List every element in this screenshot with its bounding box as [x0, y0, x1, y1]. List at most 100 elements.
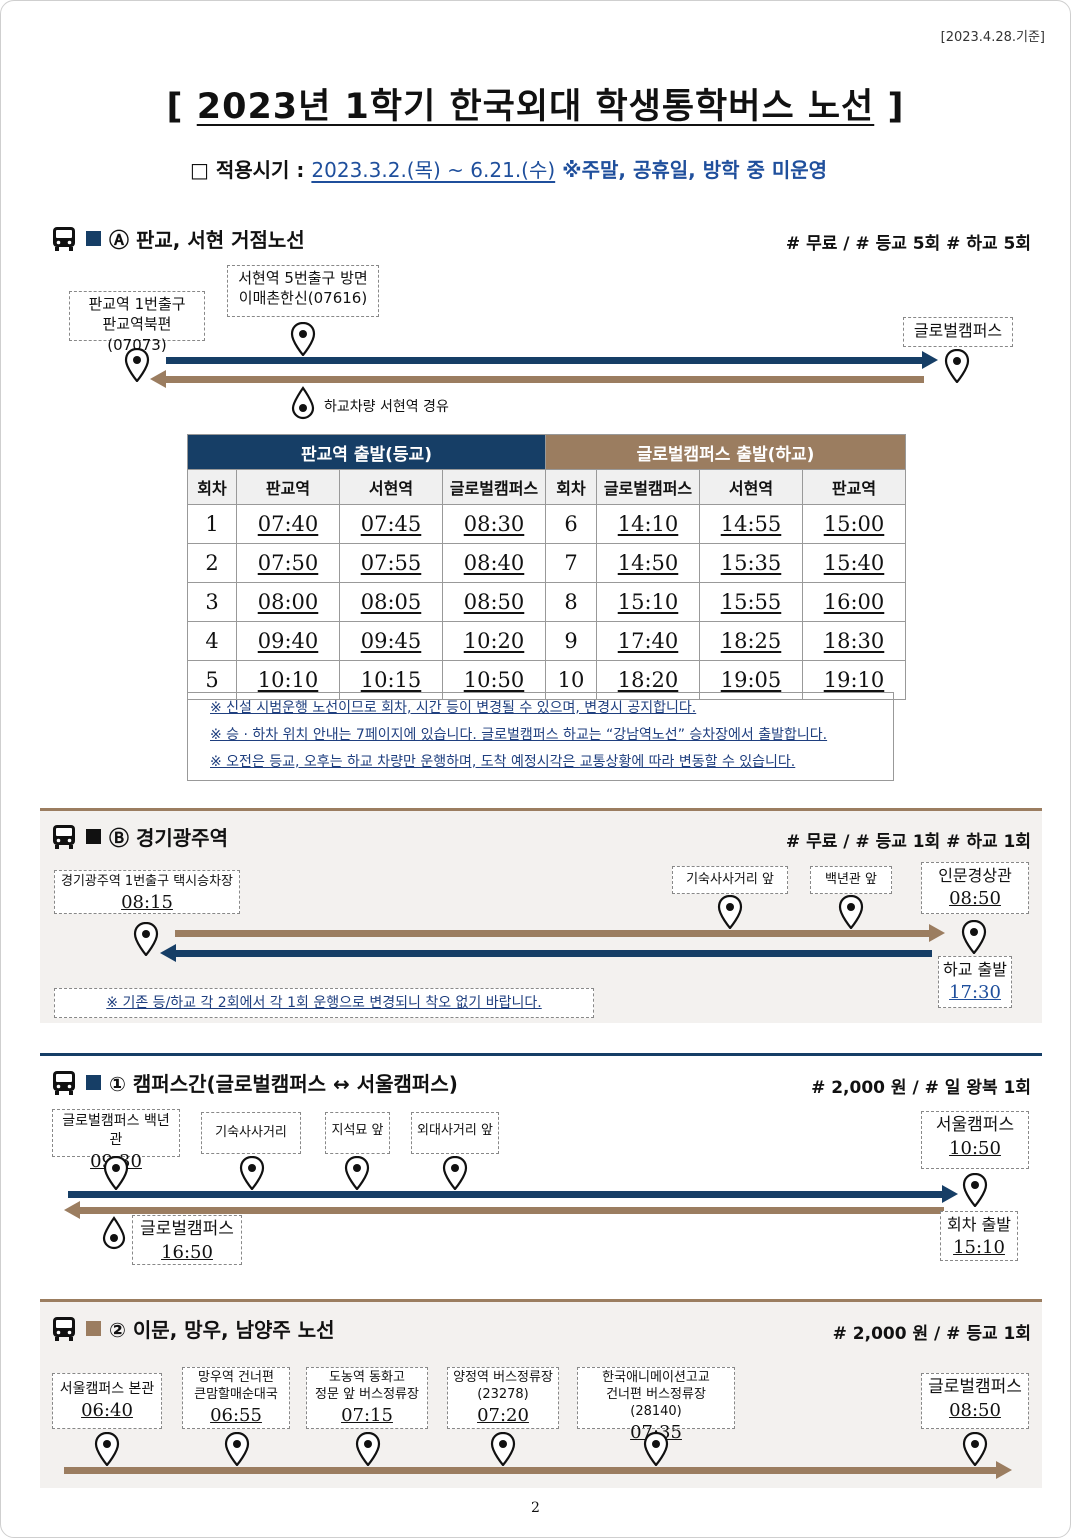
cell: 08:50 — [442, 582, 546, 622]
stop-line1: 글로벌캠퍼스 — [140, 1219, 234, 1239]
route-a-notes: ※ 신설 시범운행 노선이므로 회차, 시간 등이 변경될 수 있으며, 변경시… — [187, 692, 894, 781]
cell: 15:00 — [802, 504, 906, 544]
route-b-stop-dorm: 기숙사사거리 앞 — [672, 866, 788, 894]
col-header: 회차 — [545, 469, 597, 505]
stop-line1: 글로벌캠퍼스 백년관 — [62, 1113, 170, 1148]
route-1-stop-dorm: 기숙사사거리 — [201, 1112, 301, 1154]
period-label: □ 적용시기 : — [190, 158, 305, 182]
col-header: 글로벌캠퍼스 — [596, 469, 700, 505]
stop-time: 08:50 — [949, 1399, 1001, 1421]
arrow-right-icon — [922, 351, 938, 369]
cell: 2 — [187, 543, 237, 583]
location-pin-icon — [961, 920, 987, 954]
location-pin-icon — [717, 895, 743, 929]
table-header-down: 글로벌캠퍼스 출발(하교) — [545, 434, 906, 470]
cell: 14:55 — [699, 504, 803, 544]
route-1-outbound-line — [68, 1191, 944, 1198]
location-pin-icon — [643, 1432, 669, 1466]
cell: 17:40 — [596, 621, 700, 661]
route-a-title: Ⓐ 판교, 서현 거점노선 — [109, 228, 305, 252]
page-title: [ 2023년 1학기 한국외대 학생통학버스 노선 ] — [0, 78, 1071, 129]
stop-line1: 양정역 버스정류장 — [453, 1370, 553, 1385]
table-header-up: 판교역 출발(등교) — [187, 434, 546, 470]
route-a-stop-seohyeon: 서현역 5번출구 방면 이매촌한신(07616) — [227, 265, 379, 317]
table-row: 2 07:50 07:55 08:40 7 14:50 15:35 15:40 — [187, 543, 906, 583]
title-bracket-open: [ — [166, 87, 184, 127]
return-label: 회차 출발 — [947, 1215, 1011, 1234]
bus-icon — [50, 225, 78, 253]
stop-line1: 서울캠퍼스 — [935, 1115, 1015, 1135]
col-header: 글로벌캠퍼스 — [442, 469, 546, 505]
route-2-outbound-line — [64, 1467, 998, 1474]
location-pin-icon — [224, 1432, 250, 1466]
apply-period: □ 적용시기 : 2023.3.2.(목) ~ 6.21.(수) ※주말, 공휴… — [190, 154, 827, 183]
cell: 15:55 — [699, 582, 803, 622]
stop-line1: 지석묘 앞 — [331, 1123, 384, 1138]
stop-line1: 백년관 앞 — [825, 872, 877, 887]
route-b-panel — [40, 808, 1042, 1023]
location-pin-icon — [133, 922, 159, 956]
location-pin-icon — [239, 1156, 265, 1190]
col-header: 회차 — [187, 469, 237, 505]
route-b-info: # 무료 / # 등교 1회 # 하교 1회 — [785, 832, 1031, 852]
route-b-return-departure: 하교 출발 17:30 — [938, 956, 1012, 1008]
cell: 16:00 — [802, 582, 906, 622]
route-2-stop-seoul: 서울캠퍼스 본관 06:40 — [52, 1373, 162, 1429]
cell: 15:40 — [802, 543, 906, 583]
stop-line2: (23278) — [477, 1386, 529, 1402]
stop-time: 07:20 — [477, 1404, 529, 1426]
table-row: 3 08:00 08:05 08:50 8 15:10 15:55 16:00 — [187, 582, 906, 622]
route-2-stop-global: 글로벌캠퍼스 08:50 — [921, 1373, 1029, 1429]
stop-line1: 한국애니메이션고교 — [602, 1370, 710, 1385]
route-2-stop-animation-school: 한국애니메이션고교 건너편 버스정류장(28140) 07:35 — [577, 1367, 735, 1443]
return-time: 17:30 — [949, 981, 1001, 1003]
cell: 9 — [545, 621, 597, 661]
cell: 08:00 — [236, 582, 340, 622]
stop-line1: 기숙사사거리 — [215, 1125, 287, 1140]
brown-square-icon — [86, 1321, 101, 1336]
stop-line1: 도농역 동화고 — [329, 1370, 405, 1385]
cell: 14:10 — [596, 504, 700, 544]
location-pin-icon — [442, 1156, 468, 1190]
cell: 18:30 — [802, 621, 906, 661]
cell: 10 — [545, 660, 597, 700]
cell: 09:40 — [236, 621, 340, 661]
arrow-right-icon — [929, 924, 945, 942]
note-line: ※ 승 · 하차 위치 안내는 7페이지에 있습니다. 글로벌캠퍼스 하교는 “… — [210, 727, 828, 743]
route-1-stop-global: 글로벌캠퍼스 백년관 09:30 — [52, 1109, 180, 1172]
route-1-divider — [40, 1053, 1042, 1056]
period-note: ※주말, 공휴일, 방학 중 미운영 — [562, 158, 828, 182]
route-a-header: Ⓐ 판교, 서현 거점노선 — [50, 224, 305, 253]
route-1-stop-jiseok: 지석묘 앞 — [325, 1112, 390, 1154]
col-header: 판교역 — [802, 469, 906, 505]
return-label: 하교 출발 — [943, 960, 1007, 979]
stop-line1: 외대사거리 앞 — [417, 1123, 493, 1138]
route-1-title: ① 캠퍼스간(글로벌캠퍼스 ↔ 서울캠퍼스) — [109, 1072, 458, 1096]
location-pin-icon — [962, 1432, 988, 1466]
location-pin-icon — [838, 895, 864, 929]
route-1-return-start: 회차 출발 15:10 — [940, 1211, 1018, 1261]
cell: 08:05 — [339, 582, 443, 622]
route-b-stop-inmun: 인문경상관 08:50 — [921, 862, 1029, 914]
note-line: ※ 신설 시범운행 노선이므로 회차, 시간 등이 변경될 수 있으며, 변경시… — [210, 700, 697, 716]
stop-time: 16:50 — [161, 1241, 213, 1263]
title-bracket-close: ] — [887, 87, 905, 127]
cell: 07:45 — [339, 504, 443, 544]
route-1-stop-oedae: 외대사거리 앞 — [411, 1112, 499, 1154]
cell: 1 — [187, 504, 237, 544]
stop-line2: 판교역북편(07073) — [102, 315, 172, 354]
stop-line1: 서현역 5번출구 방면 — [238, 269, 368, 287]
cell: 8 — [545, 582, 597, 622]
route-b-header: Ⓑ 경기광주역 — [50, 822, 228, 851]
arrow-left-icon — [160, 944, 176, 962]
stop-line1: 판교역 1번출구 — [88, 295, 186, 313]
route-a-stop-global: 글로벌캠퍼스 — [903, 317, 1013, 347]
cell: 14:50 — [596, 543, 700, 583]
route-b-return-line — [176, 950, 932, 957]
location-pin-icon — [355, 1432, 381, 1466]
route-2-stop-yangjeong: 양정역 버스정류장 (23278) 07:20 — [447, 1367, 559, 1429]
bus-icon — [50, 823, 78, 851]
page-number: 2 — [531, 1500, 540, 1516]
route-a-stop-pangyo: 판교역 1번출구 판교역북편(07073) — [69, 291, 205, 354]
location-pin-icon — [103, 1156, 129, 1190]
